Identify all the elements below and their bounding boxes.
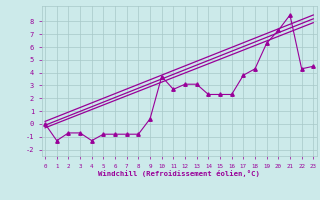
X-axis label: Windchill (Refroidissement éolien,°C): Windchill (Refroidissement éolien,°C) xyxy=(98,170,260,177)
